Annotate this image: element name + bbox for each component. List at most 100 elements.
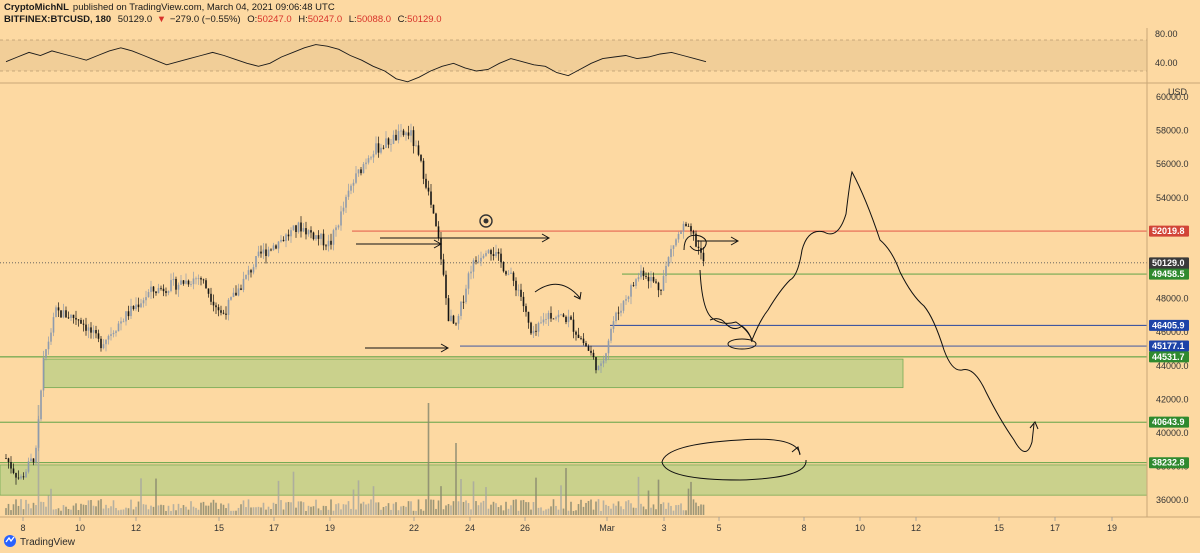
candle-body bbox=[247, 270, 250, 275]
candle-body bbox=[362, 164, 365, 174]
candle-body bbox=[460, 301, 462, 316]
close-label: C: bbox=[398, 14, 408, 25]
volume-bar bbox=[690, 481, 692, 515]
candle-body bbox=[577, 334, 580, 339]
volume-bar bbox=[242, 500, 245, 515]
volume-bar bbox=[510, 505, 512, 515]
tradingview-logo: TradingView bbox=[4, 535, 76, 548]
candle-body bbox=[235, 292, 237, 296]
volume-bar bbox=[375, 502, 377, 515]
x-tick-label: 17 bbox=[269, 523, 279, 533]
candle-body bbox=[185, 280, 187, 284]
volume-bar bbox=[432, 499, 435, 515]
support-zone bbox=[0, 464, 1148, 496]
volume-bar bbox=[582, 506, 585, 515]
volume-bar bbox=[7, 503, 10, 515]
candle-body bbox=[330, 240, 332, 245]
x-tick-label: 10 bbox=[855, 523, 865, 533]
candle-body bbox=[292, 225, 295, 231]
volume-bar bbox=[575, 510, 577, 515]
candle-body bbox=[90, 327, 92, 333]
volume-bar bbox=[552, 499, 555, 515]
oval-target bbox=[661, 438, 807, 481]
candles bbox=[5, 123, 705, 485]
candle-body bbox=[535, 330, 537, 332]
candle-body bbox=[210, 293, 212, 302]
candle-body bbox=[670, 248, 672, 258]
price-tag bbox=[1149, 340, 1189, 352]
volume-bar bbox=[97, 500, 100, 515]
volume-bar bbox=[202, 501, 205, 515]
candle-body bbox=[687, 226, 690, 227]
volume-bar bbox=[257, 506, 260, 515]
candle-body bbox=[165, 291, 167, 293]
volume-bar bbox=[297, 501, 300, 515]
volume-bar bbox=[210, 502, 212, 515]
volume-bar bbox=[440, 486, 442, 515]
volume-bar bbox=[437, 500, 440, 515]
candle-body bbox=[250, 270, 252, 273]
volume-bar bbox=[560, 485, 562, 515]
candle-body bbox=[282, 239, 285, 242]
volume-bar bbox=[337, 503, 340, 515]
candle-body bbox=[195, 278, 197, 280]
candle-body bbox=[232, 292, 235, 298]
candle-body bbox=[72, 314, 75, 318]
candle-body bbox=[307, 230, 310, 235]
candle-body bbox=[485, 253, 487, 256]
volume-bar bbox=[135, 506, 137, 515]
volume-bar bbox=[505, 501, 507, 515]
volume-bar bbox=[150, 505, 152, 515]
candle-body bbox=[207, 288, 210, 294]
candle-body bbox=[130, 305, 132, 317]
candle-body bbox=[642, 270, 645, 277]
volume-bar bbox=[430, 499, 432, 515]
volume-bar bbox=[450, 505, 452, 515]
candle-body bbox=[567, 316, 570, 323]
volume-bar bbox=[332, 510, 335, 515]
candle-body bbox=[430, 191, 432, 205]
volume-bar bbox=[700, 504, 702, 515]
volume-bar bbox=[5, 508, 7, 515]
volume-bar bbox=[312, 506, 315, 515]
candle-body bbox=[457, 315, 460, 324]
x-tick-label: 26 bbox=[520, 523, 530, 533]
candle-body bbox=[405, 132, 407, 136]
x-tick-label: 12 bbox=[131, 523, 141, 533]
volume-bar bbox=[342, 504, 345, 515]
candle-body bbox=[415, 145, 417, 147]
candle-body bbox=[527, 311, 530, 323]
candle-body bbox=[510, 272, 512, 274]
candle-body bbox=[25, 471, 27, 478]
volume-bar bbox=[310, 506, 312, 515]
volume-bar bbox=[125, 507, 127, 515]
price-change: −279.0 (−0.55%) bbox=[170, 14, 241, 25]
candle-body bbox=[12, 468, 15, 474]
candle-body bbox=[7, 458, 10, 463]
volume-bar bbox=[472, 481, 475, 515]
volume-bar bbox=[222, 504, 225, 515]
candle-body bbox=[140, 303, 142, 308]
volume-bar bbox=[650, 507, 652, 515]
low-label: L: bbox=[349, 14, 357, 25]
volume-bar bbox=[527, 502, 530, 515]
volume-bar bbox=[605, 504, 607, 515]
volume-bar bbox=[260, 507, 262, 515]
volume-bar bbox=[27, 503, 30, 515]
volume-bar bbox=[182, 505, 185, 515]
volume-bar bbox=[580, 499, 582, 515]
volume-bar bbox=[425, 499, 427, 515]
candle-body bbox=[605, 353, 607, 361]
volume-bar bbox=[540, 507, 542, 515]
volume-bar bbox=[235, 510, 237, 515]
brand-name: TradingView bbox=[20, 537, 76, 548]
volume-bar bbox=[665, 508, 667, 515]
candle-body bbox=[677, 233, 680, 240]
y-tick-label: 36000.0 bbox=[1156, 495, 1189, 505]
candle-body bbox=[697, 246, 700, 249]
volume-bar bbox=[577, 504, 580, 515]
volume-bar bbox=[367, 503, 370, 515]
x-tick-label: 19 bbox=[1107, 523, 1117, 533]
candle-body bbox=[175, 278, 177, 290]
